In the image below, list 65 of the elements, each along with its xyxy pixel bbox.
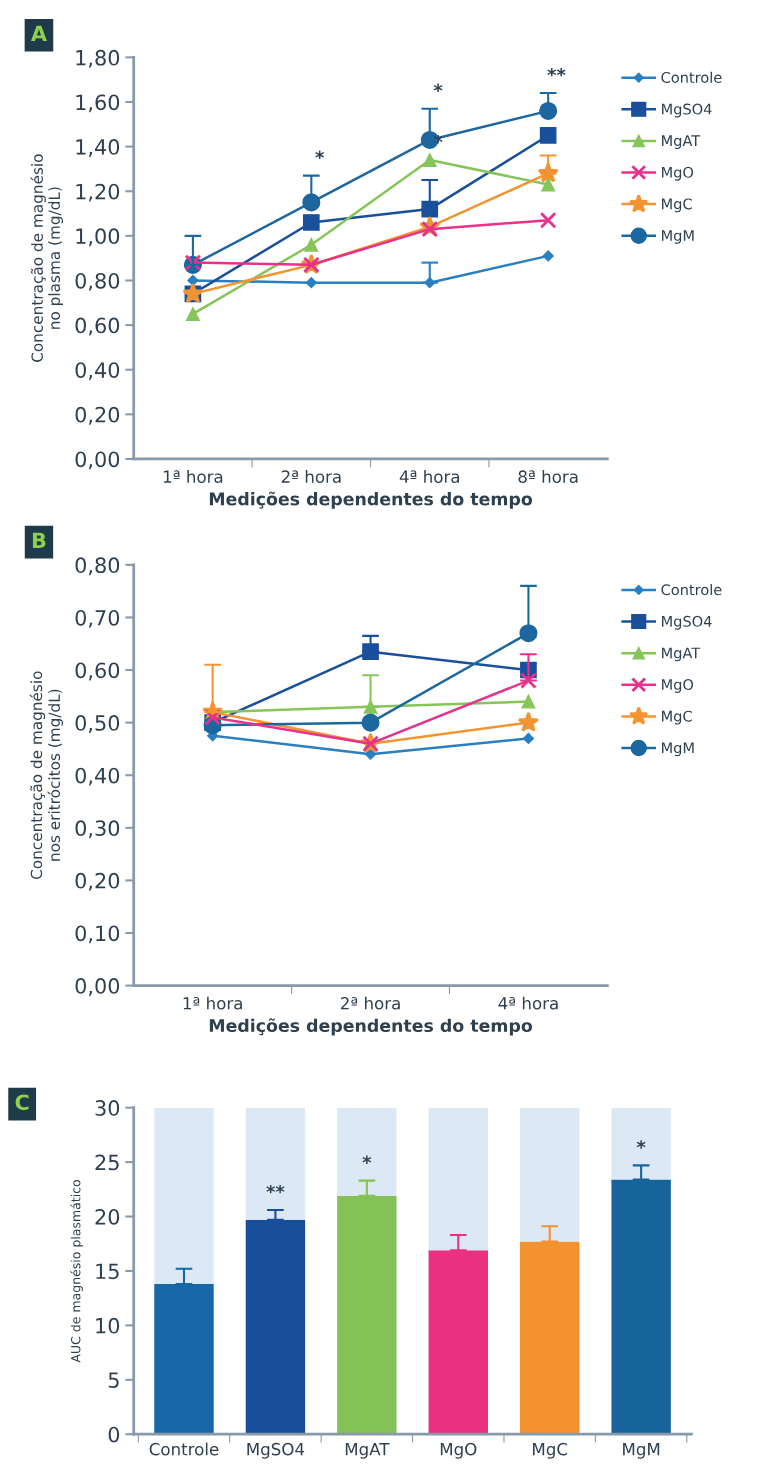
x-tick-label: MgAT xyxy=(345,1443,390,1459)
x-tick-label: Controle xyxy=(149,1442,219,1456)
x-tick-label: MgSO4 xyxy=(247,1442,305,1459)
legend-label: MgSO4 xyxy=(662,615,712,630)
y-tick-label: 0,10 xyxy=(75,925,120,944)
y-tick-label: 30 xyxy=(95,1100,120,1116)
chart-title: C xyxy=(15,1094,29,1111)
legend-label: MgO xyxy=(662,679,694,693)
x-tick-label: 2ª hora xyxy=(281,470,341,483)
x-tick-label: MgM xyxy=(623,1443,660,1459)
legend-label: MgC xyxy=(662,198,692,213)
y-tick-label: 25 xyxy=(95,1154,119,1171)
annotation: * xyxy=(362,1155,372,1164)
legend-label: MgC xyxy=(662,710,692,725)
y-tick-label: 1,80 xyxy=(76,49,120,68)
x-tick-label: 1ª hora xyxy=(183,996,242,1010)
y-tick-label: 0,00 xyxy=(75,978,120,996)
chart-title: A xyxy=(31,25,47,41)
annotation: * xyxy=(636,1140,646,1149)
legend-label: MgM xyxy=(662,742,694,757)
legend-label: Controle xyxy=(661,583,722,596)
chart-title: B xyxy=(32,532,46,548)
y-tick-label: 20 xyxy=(95,1208,120,1225)
y-tick-label: 5 xyxy=(108,1372,119,1389)
x-tick-label: 4ª hora xyxy=(399,470,460,483)
annotation: ** xyxy=(547,67,566,77)
y-tick-label: 0,30 xyxy=(75,820,120,839)
y-tick-label: 0,80 xyxy=(75,557,120,576)
legend-label: MgAT xyxy=(662,647,701,662)
y-tick-label: 1,60 xyxy=(76,94,120,113)
y-tick-label: 0,60 xyxy=(75,317,120,336)
legend-label: MgM xyxy=(662,230,694,244)
legend-label: Controle xyxy=(661,71,722,83)
y-tick-label: 1,40 xyxy=(76,139,120,157)
x-tick-label: 1ª hora xyxy=(163,470,223,483)
y-tick-label: 1,20 xyxy=(76,183,120,202)
annotation: ** xyxy=(266,1184,285,1194)
x-axis-title: Medições dependentes do tempo xyxy=(209,1018,533,1036)
legend-label: MgO xyxy=(662,166,694,181)
y-tick-label: 0,40 xyxy=(75,767,120,786)
x-tick-label: 8ª hora xyxy=(518,470,578,483)
y-tick-label: 0 xyxy=(108,1426,120,1443)
y-tick-label: 0,20 xyxy=(75,872,120,891)
annotation: * xyxy=(315,150,325,159)
y-tick-label: 0,00 xyxy=(75,451,120,470)
x-tick-label: MgO xyxy=(440,1442,477,1459)
y-tick-label: 0,50 xyxy=(75,715,120,733)
y-axis-title: AUC de magnésio plasmático xyxy=(70,1179,83,1363)
x-axis-title: Medições dependentes do tempo xyxy=(209,491,533,509)
x-tick-label: MgC xyxy=(533,1442,568,1459)
legend-label: MgAT xyxy=(662,135,701,150)
y-tick-label: 0,70 xyxy=(75,609,120,628)
y-axis-title: Concentração de magnésio nos eritrócitos (mg/dL) xyxy=(29,671,64,880)
y-tick-label: 10 xyxy=(96,1317,120,1334)
y-tick-label: 15 xyxy=(96,1263,119,1280)
y-tick-label: 0,80 xyxy=(75,272,120,291)
y-tick-label: 0,60 xyxy=(75,662,120,681)
x-tick-label: 2ª hora xyxy=(340,996,400,1010)
annotation: * xyxy=(433,83,443,92)
legend-label: MgSO4 xyxy=(662,103,712,118)
x-tick-label: 4ª hora xyxy=(498,996,558,1010)
y-tick-label: 1,00 xyxy=(76,228,120,247)
y-tick-label: 0,40 xyxy=(75,362,120,381)
y-tick-label: 0,20 xyxy=(75,406,120,425)
y-axis-title: Concentração de magnésio no plasma (mg/dL) xyxy=(30,154,64,362)
